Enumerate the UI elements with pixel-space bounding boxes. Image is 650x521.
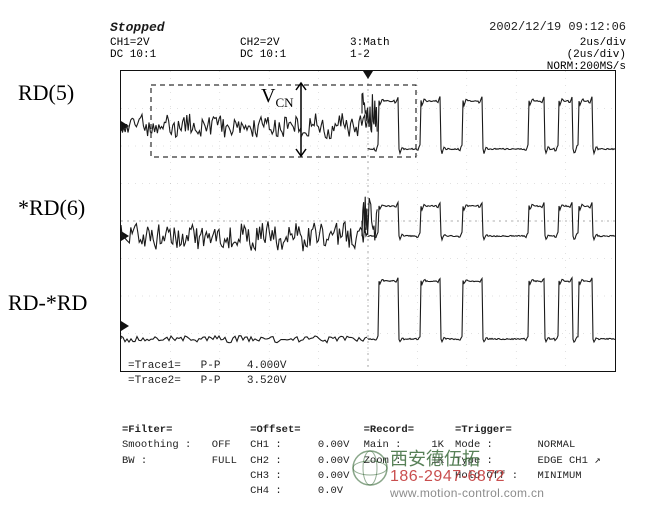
label-rd5: RD(5) [18, 80, 74, 106]
ch1-gain: CH1=2V [110, 37, 240, 49]
oscilloscope-screenshot: Stopped 2002/12/19 09:12:06 CH1=2V CH2=2… [110, 20, 626, 500]
trace-measurements: =Trace1= P-P 4.000V =Trace2= P-P 3.520V [128, 359, 286, 388]
timebase-zoom: (2us/div) [450, 49, 626, 61]
watermark-logo-icon [350, 448, 390, 488]
smoothing-l: Smoothing : [122, 439, 210, 452]
trig-mode-v: NORMAL [537, 439, 618, 452]
label-rdminus: RD-*RD [8, 290, 87, 316]
bw-v: FULL [212, 454, 248, 468]
trace2-label: =Trace2= [128, 375, 181, 387]
ch1-probe: DC 10:1 [110, 49, 240, 61]
timebase-main: 2us/div [450, 37, 626, 49]
offset-ch1-l: CH1 : [250, 439, 316, 452]
vcn-label: VCN [261, 85, 294, 111]
offset-ch4-l: CH4 : [250, 485, 316, 498]
record-hdr: =Record= [364, 424, 430, 437]
graticule: VCN [120, 70, 616, 372]
smoothing-v: OFF [212, 439, 248, 452]
trace2-val: 3.520V [247, 375, 287, 387]
watermark-phone: 186-2947-6872 [390, 468, 505, 486]
trig-hold-v: MINIMUM [537, 470, 618, 483]
ch2-probe: DC 10:1 [240, 49, 350, 61]
watermark-url: www.motion-control.com.cn [390, 486, 544, 500]
trace1-meas: P-P [201, 360, 221, 372]
label-rd6: *RD(6) [18, 195, 85, 221]
scope-status: Stopped [110, 20, 165, 35]
math-label: 3:Math [350, 37, 450, 49]
filter-hdr: =Filter= [122, 424, 210, 437]
ch2-gain: CH2=2V [240, 37, 350, 49]
offset-ch2-l: CH2 : [250, 454, 316, 468]
offset-hdr: =Offset= [250, 424, 316, 437]
trace1-label: =Trace1= [128, 360, 181, 372]
trig-type-v: EDGE CH1 ↗ [537, 454, 618, 468]
trigger-hdr: =Trigger= [455, 424, 535, 437]
trace2-meas: P-P [201, 375, 221, 387]
waveform-svg [121, 71, 615, 371]
offset-ch3-l: CH3 : [250, 470, 316, 483]
timestamp: 2002/12/19 09:12:06 [489, 20, 626, 34]
bw-l: BW : [122, 454, 210, 468]
math-expr: 1-2 [350, 49, 450, 61]
trace1-val: 4.000V [247, 360, 287, 372]
